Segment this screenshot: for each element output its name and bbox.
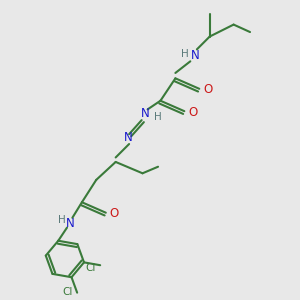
- Text: O: O: [203, 83, 212, 97]
- Text: Cl: Cl: [85, 262, 96, 273]
- Text: N: N: [141, 107, 150, 120]
- Text: N: N: [124, 131, 133, 144]
- Text: H: H: [181, 49, 189, 58]
- Text: H: H: [154, 112, 162, 122]
- Text: N: N: [190, 50, 199, 62]
- Text: H: H: [58, 215, 65, 225]
- Text: Cl: Cl: [62, 287, 73, 297]
- Text: N: N: [66, 217, 75, 230]
- Text: O: O: [110, 207, 119, 220]
- Text: O: O: [188, 106, 197, 119]
